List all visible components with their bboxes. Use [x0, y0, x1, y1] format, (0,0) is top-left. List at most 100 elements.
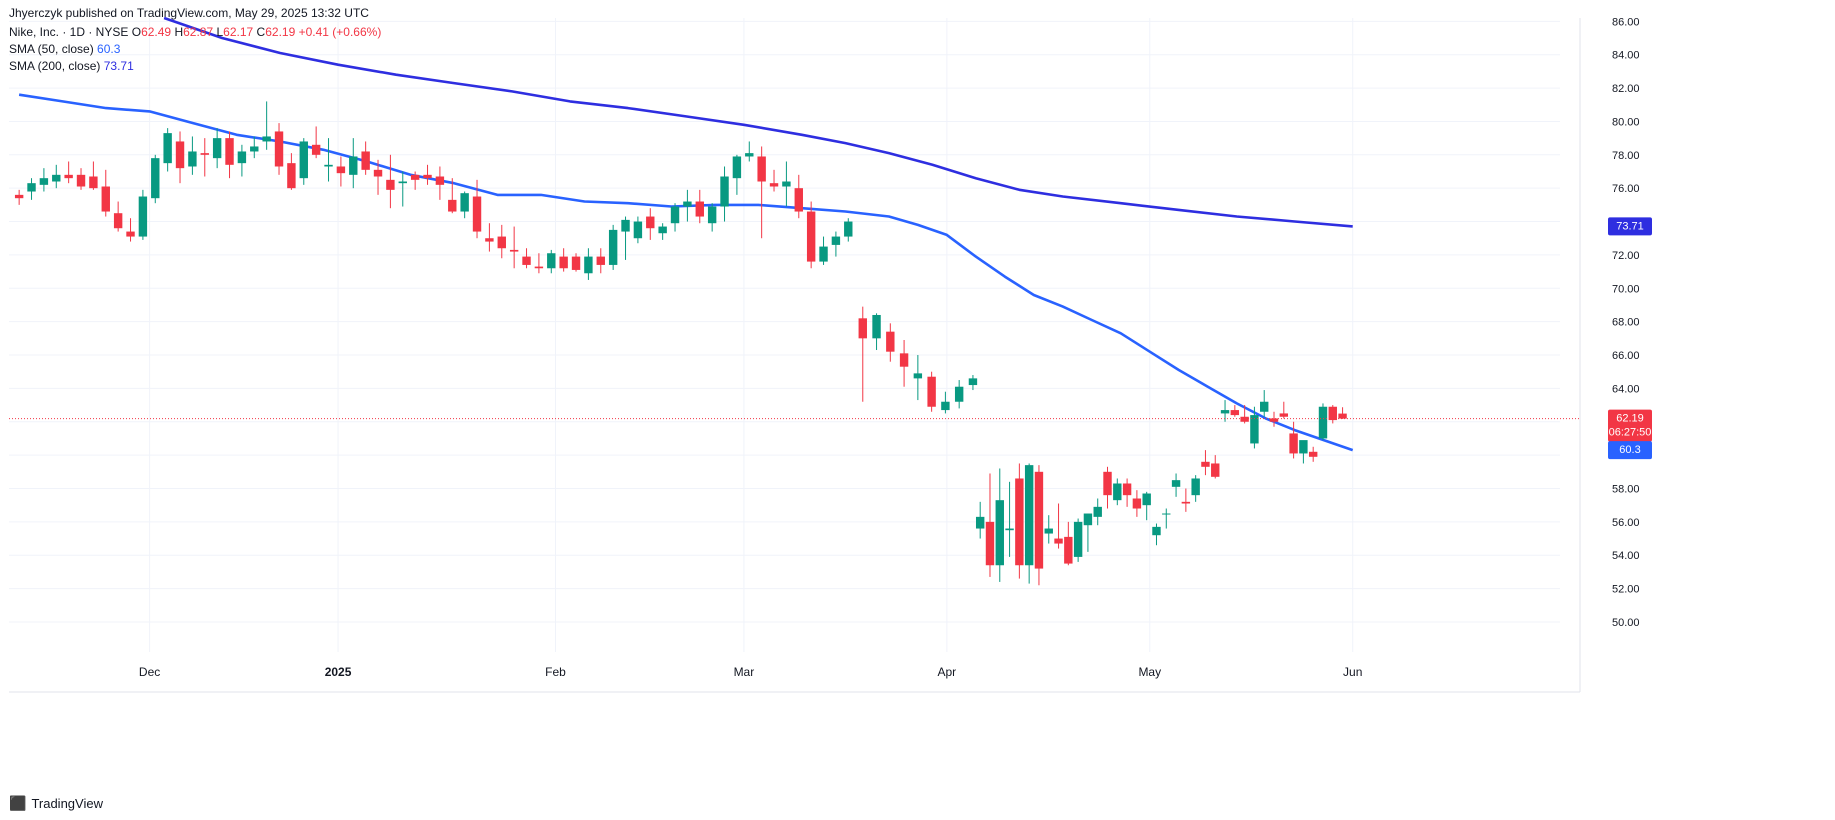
candle-body: [212, 138, 222, 159]
candle-up: [720, 166, 729, 222]
close-label: C: [256, 25, 266, 39]
candle-body: [975, 516, 985, 529]
candle-body: [497, 236, 506, 249]
candle-down: [1181, 488, 1191, 512]
candle-up: [39, 168, 49, 192]
candle-body: [485, 238, 494, 242]
y-tick-label: 56.00: [1612, 517, 1640, 529]
candle-up: [1005, 481, 1014, 557]
candle-body: [472, 196, 482, 232]
candle-body: [985, 521, 995, 566]
candle-up: [707, 203, 717, 232]
candle-up: [52, 164, 61, 189]
candle-body: [175, 141, 185, 169]
candle-down: [14, 189, 24, 205]
candle-body: [101, 186, 110, 212]
price-axis[interactable]: 50.0052.0054.0056.0058.0060.0062.0064.00…: [1612, 16, 1640, 629]
candle-body: [899, 353, 909, 367]
y-tick-label: 58.00: [1612, 483, 1640, 495]
candle-down: [1064, 521, 1073, 566]
candle-body: [1073, 521, 1083, 557]
candle-up: [1220, 400, 1230, 422]
candle-up: [819, 236, 828, 265]
candle-down: [1338, 407, 1347, 419]
legend-sma50-row[interactable]: SMA (50, close) 60.3: [9, 41, 381, 58]
candle-up: [1191, 475, 1200, 502]
low-value: 62.17: [223, 25, 254, 39]
candle-up: [584, 248, 593, 280]
candle-body: [1318, 406, 1328, 439]
candle-down: [985, 473, 995, 577]
open-label: O: [131, 25, 142, 39]
candle-body: [1054, 538, 1063, 544]
candle-down: [113, 201, 123, 232]
y-tick-label: 68.00: [1612, 317, 1640, 329]
candle-up: [995, 468, 1004, 582]
candle-down: [89, 161, 98, 190]
candle-body: [349, 156, 358, 175]
candle-up: [1142, 491, 1151, 521]
candle-up: [188, 136, 197, 175]
candle-down: [1034, 465, 1044, 586]
sma50-badge-text: 60.3: [1619, 444, 1640, 456]
candle-body: [250, 146, 259, 152]
candle-up: [324, 138, 333, 182]
candle-body: [571, 256, 581, 270]
candle-up: [732, 154, 742, 195]
candle-down: [1308, 446, 1318, 462]
legend-sma200-row[interactable]: SMA (200, close) 73.71: [9, 58, 381, 75]
y-tick-label: 50.00: [1612, 617, 1640, 629]
candle-body: [646, 216, 655, 229]
candle-up: [968, 375, 978, 391]
candle-body: [670, 206, 680, 224]
x-tick-label: Jun: [1343, 665, 1362, 679]
y-tick-label: 80.00: [1612, 116, 1640, 128]
footer-brand[interactable]: ⬛ TradingView: [9, 795, 103, 812]
candle-body: [1289, 433, 1298, 454]
candle-body: [732, 156, 742, 179]
candle-up: [1024, 463, 1034, 584]
sma200-label: SMA (200, close): [9, 59, 101, 73]
candle-body: [584, 256, 593, 274]
candle-body: [1269, 418, 1279, 422]
candle-up: [913, 355, 923, 401]
candle-body: [1260, 401, 1269, 412]
candle-down: [571, 253, 581, 272]
candle-body: [361, 151, 370, 170]
candle-up: [1260, 390, 1269, 417]
candle-up: [27, 178, 36, 200]
candle-up: [212, 128, 222, 169]
candle-down: [1103, 466, 1112, 509]
x-tick-label: Feb: [545, 665, 566, 679]
candle-up: [608, 224, 618, 270]
candle-body: [831, 236, 841, 245]
candle-body: [547, 253, 556, 269]
candle-body: [608, 229, 618, 265]
candle-body: [410, 174, 420, 180]
candle-body: [1211, 463, 1220, 477]
candle-body: [1162, 513, 1171, 515]
time-axis[interactable]: Dec 2025 Feb Mar Apr May Jun: [139, 665, 1362, 679]
candle-body: [769, 183, 779, 187]
sma50-label: SMA (50, close): [9, 42, 94, 56]
candle-body: [621, 219, 630, 232]
candle-body: [596, 256, 605, 265]
candle-down: [596, 248, 605, 274]
last-price-badge-text: 62.19: [1616, 413, 1644, 425]
candle-up: [658, 223, 667, 240]
candle-down: [472, 179, 482, 239]
candle-up: [633, 216, 643, 244]
candle-down: [373, 159, 383, 195]
candle-down: [336, 156, 346, 187]
high-label: H: [174, 25, 184, 39]
candle-body: [782, 181, 791, 187]
candle-up: [1083, 513, 1093, 552]
candle-down: [1279, 401, 1289, 419]
candle-body: [872, 314, 881, 339]
candle-body: [819, 246, 828, 262]
candle-body: [89, 176, 98, 189]
candle-down: [1211, 455, 1220, 479]
candle-down: [1289, 421, 1298, 459]
open-value: 62.49: [141, 25, 172, 39]
